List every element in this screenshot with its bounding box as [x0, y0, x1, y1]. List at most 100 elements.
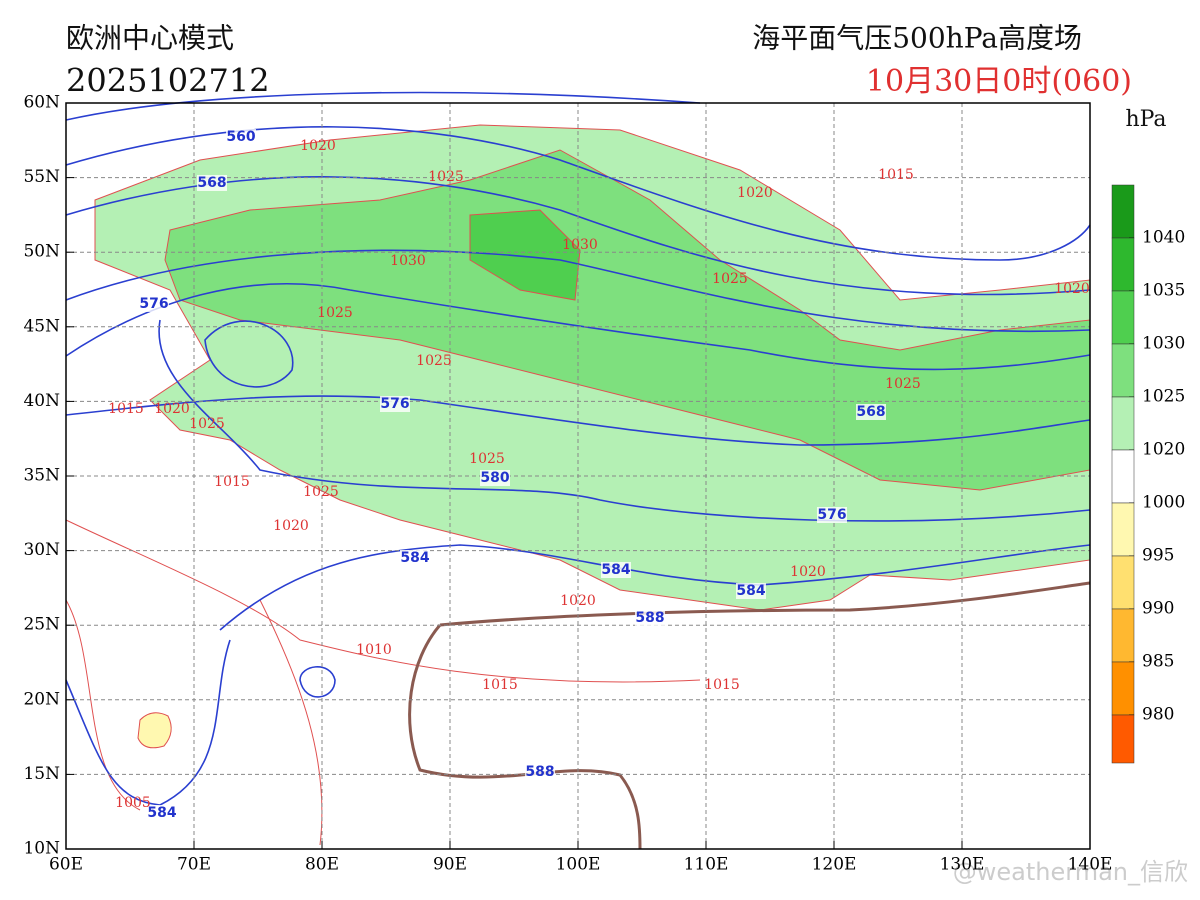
pressure-label: 1025	[317, 305, 353, 321]
height-label: 584	[400, 550, 429, 566]
x-tick-label: 80E	[305, 855, 339, 875]
y-tick-label: 20N	[23, 689, 60, 709]
height-label: 588	[525, 764, 554, 780]
contour-labels: 5605685765765805845845845845885885765681…	[108, 129, 1090, 821]
colorbar-label: 1030	[1142, 334, 1185, 354]
colorbar: 1040 1035 1030 1025 1020 1000 995 990 985 980	[1111, 184, 1185, 764]
y-tick-label: 40N	[23, 391, 60, 411]
height-label: 580	[480, 470, 509, 486]
pressure-label: 1015	[214, 474, 250, 490]
label-bg	[480, 470, 510, 486]
y-tick-label: 10N	[23, 839, 60, 859]
pressure-label: 1020	[300, 138, 336, 154]
colorbar-label: 990	[1142, 599, 1174, 619]
pressure-label: 1030	[562, 237, 598, 253]
y-tick-label: 35N	[23, 466, 60, 486]
colorbar-label: 1020	[1142, 440, 1185, 460]
pressure-label: 1025	[189, 416, 225, 432]
pressure-label: 1020	[1054, 281, 1090, 297]
watermark: @weatherman_信欣	[953, 858, 1188, 886]
x-tick-label: 140E	[1068, 855, 1113, 875]
label-bg	[139, 296, 169, 312]
label-bg	[380, 396, 410, 412]
colorbar-swatch	[1111, 290, 1135, 345]
colorbar-swatch	[1111, 343, 1135, 398]
colorbar-label: 985	[1142, 652, 1174, 672]
x-tick-label: 120E	[812, 855, 857, 875]
x-tick-label: 70E	[177, 855, 211, 875]
588-contour	[408, 581, 1091, 850]
y-tick-label: 45N	[23, 316, 60, 336]
colorbar-swatch	[1111, 237, 1135, 292]
height-label: 560	[226, 129, 255, 145]
colorbar-swatch	[1111, 449, 1135, 504]
colorbar-label: 995	[1142, 546, 1174, 566]
run-time: 2025102712	[66, 62, 270, 100]
height-label: 568	[856, 404, 885, 420]
pressure-label: 1025	[469, 451, 505, 467]
label-bg	[147, 805, 177, 821]
y-tick-label: 60N	[23, 93, 60, 113]
label-bg	[197, 175, 227, 191]
model-title: 欧洲中心模式	[66, 22, 234, 55]
colorbar-swatch	[1111, 608, 1135, 663]
pressure-label: 1020	[560, 593, 596, 609]
y-tick-label: 50N	[23, 242, 60, 262]
height-label: 576	[380, 396, 409, 412]
pressure-label: 1015	[704, 677, 740, 693]
x-tick-label: 90E	[433, 855, 467, 875]
pressure-label: 1015	[482, 677, 518, 693]
label-bg	[736, 583, 766, 599]
label-bg	[601, 562, 631, 578]
label-bg	[525, 764, 555, 780]
label-bg	[226, 129, 256, 145]
pressure-label: 1015	[878, 167, 914, 183]
pressure-label: 1020	[154, 401, 190, 417]
height-label: 576	[139, 296, 168, 312]
pressure-label: 1020	[790, 564, 826, 580]
y-tick-label: 55N	[23, 167, 60, 187]
pressure-label: 1025	[416, 353, 452, 369]
colorbar-label: 1040	[1142, 228, 1185, 248]
x-tick-label: 60E	[49, 855, 83, 875]
height-contours	[65, 91, 1091, 806]
label-bg	[817, 507, 847, 523]
pressure-label: 1015	[108, 401, 144, 417]
colorbar-swatch	[1111, 184, 1135, 239]
y-tick-label: 30N	[23, 540, 60, 560]
height-label: 576	[817, 507, 846, 523]
x-tick-label: 130E	[940, 855, 985, 875]
colorbar-unit: hPa	[1125, 107, 1166, 132]
product-title: 海平面气压500hPa高度场	[752, 22, 1082, 55]
height-label: 568	[197, 175, 226, 191]
height-label: 584	[601, 562, 630, 578]
colorbar-label: 1025	[1142, 387, 1185, 407]
label-bg	[856, 404, 886, 420]
y-tick-label: 25N	[23, 615, 60, 635]
label-bg	[400, 550, 430, 566]
height-label: 584	[736, 583, 765, 599]
pressure-label: 1025	[428, 169, 464, 185]
map-frame	[65, 102, 1091, 850]
pressure-label: 1020	[737, 185, 773, 201]
pressure-label: 1005	[115, 795, 151, 811]
valid-time: 10月30日0时(060)	[866, 64, 1132, 99]
pressure-label: 1025	[303, 484, 339, 500]
pressure-label: 1020	[273, 518, 309, 534]
colorbar-swatch	[1111, 502, 1135, 557]
pressure-label: 1010	[356, 642, 392, 658]
colorbar-swatch	[1111, 661, 1135, 716]
colorbar-label: 1000	[1142, 493, 1185, 513]
colorbar-swatch	[1111, 396, 1135, 451]
y-tick-label: 15N	[23, 764, 60, 784]
label-bg	[635, 610, 665, 626]
height-label: 584	[147, 805, 176, 821]
pressure-label: 1030	[390, 253, 426, 269]
pressure-label: 1025	[885, 376, 921, 392]
x-tick-label: 100E	[556, 855, 601, 875]
colorbar-swatch	[1111, 714, 1135, 764]
colorbar-label: 1035	[1142, 281, 1185, 301]
colorbar-label: 980	[1142, 705, 1174, 725]
map-shading	[94, 124, 1091, 749]
